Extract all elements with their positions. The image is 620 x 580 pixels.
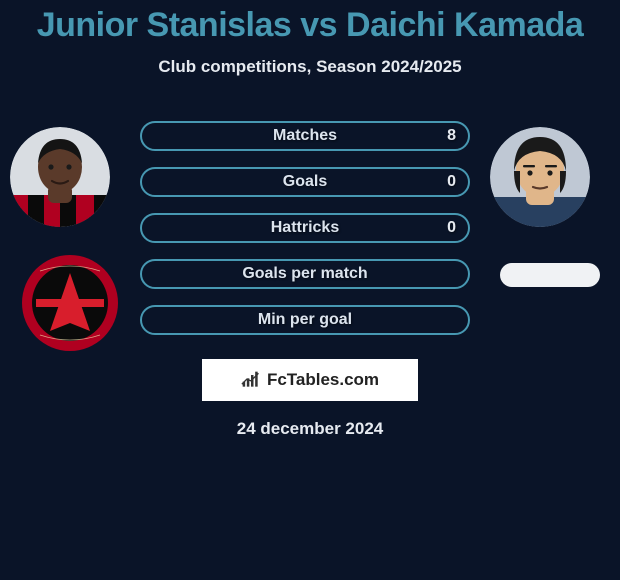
stat-bar-matches: Matches 8: [140, 121, 470, 151]
bar-chart-icon: [241, 371, 261, 389]
comparison-stage: Matches 8 Goals 0 Hattricks 0 Goals per …: [0, 117, 620, 347]
crest-left-icon: [20, 253, 120, 353]
stat-value: 8: [447, 127, 456, 145]
watermark: FcTables.com: [202, 359, 418, 401]
page-title: Junior Stanislas vs Daichi Kamada: [0, 0, 620, 45]
avatar-right-icon: [490, 127, 590, 227]
stat-label: Min per goal: [142, 311, 468, 329]
stat-bars: Matches 8 Goals 0 Hattricks 0 Goals per …: [140, 121, 470, 335]
stat-label: Goals per match: [142, 265, 468, 283]
comparison-date: 24 december 2024: [0, 419, 620, 439]
stat-value: 0: [447, 173, 456, 191]
comparison-card: Junior Stanislas vs Daichi Kamada Club c…: [0, 0, 620, 580]
player-left-avatar: [10, 127, 110, 227]
club-crest-left: [20, 253, 120, 353]
page-subtitle: Club competitions, Season 2024/2025: [0, 57, 620, 77]
stat-bar-min-per-goal: Min per goal: [140, 305, 470, 335]
stat-label: Matches: [142, 127, 468, 145]
stat-label: Hattricks: [142, 219, 468, 237]
avatar-left-icon: [10, 127, 110, 227]
stat-label: Goals: [142, 173, 468, 191]
stat-value: 0: [447, 219, 456, 237]
stat-bar-goals-per-match: Goals per match: [140, 259, 470, 289]
watermark-text: FcTables.com: [267, 370, 379, 390]
stat-bar-goals: Goals 0: [140, 167, 470, 197]
stat-bar-hattricks: Hattricks 0: [140, 213, 470, 243]
club-crest-right-placeholder: [500, 263, 600, 287]
player-right-avatar: [490, 127, 590, 227]
